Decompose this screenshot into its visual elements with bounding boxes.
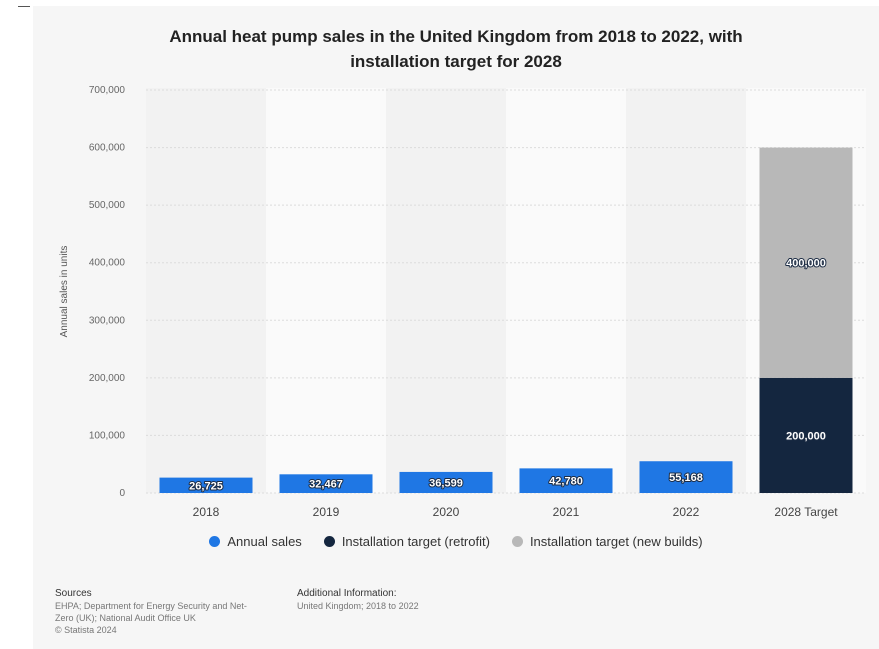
y-axis-label: Annual sales in units [59, 246, 70, 338]
data-label: 42,780 [549, 476, 583, 488]
column-band [506, 88, 626, 493]
bar-sales [399, 471, 493, 493]
legend-item[interactable]: Installation target (new builds) [511, 534, 703, 549]
sources-line1: EHPA; Department for Energy Security and… [55, 601, 247, 611]
legend: Annual sales Installation target (retrofi… [33, 534, 879, 549]
legend-dot-icon [511, 536, 523, 547]
x-tick-label: 2019 [313, 505, 340, 519]
sources-heading: Sources [55, 588, 92, 599]
data-label: 26,725 [189, 480, 223, 492]
additional-info-block: Additional Information: United Kingdom; … [297, 588, 517, 612]
y-tick-label: 700,000 [89, 85, 126, 96]
column-band [386, 88, 506, 493]
data-label: 400,000 [786, 258, 826, 270]
sources-line2: Zero (UK); National Audit Office UK [55, 613, 196, 623]
bar-sales [159, 477, 253, 493]
additional-info-text: United Kingdom; 2018 to 2022 [297, 601, 419, 611]
bar-sales [519, 468, 613, 493]
column-band [626, 88, 746, 493]
bar-chart: 0 100,000 200,000 300,000 400,000 500,000 600,… [59, 85, 866, 519]
column-band [266, 88, 386, 493]
data-label: 32,467 [309, 479, 343, 491]
x-tick-label: 2018 [193, 505, 220, 519]
additional-info-heading: Additional Information: [297, 588, 397, 599]
chart-card: Annual heat pump sales in the United Kin… [33, 6, 879, 649]
data-label: 200,000 [786, 430, 826, 442]
legend-label: Installation target (retrofit) [341, 534, 490, 549]
legend-label: Annual sales [227, 534, 302, 549]
x-tick-label: 2028 Target [774, 505, 838, 519]
legend-item[interactable]: Installation target (retrofit) [323, 534, 490, 549]
x-tick-label: 2021 [553, 505, 580, 519]
y-tick-label: 600,000 [89, 143, 126, 154]
bar-sales [639, 461, 733, 493]
data-label: 55,168 [669, 472, 703, 484]
chart-title-line2: installation target for 2028 [350, 52, 562, 71]
column-band [146, 88, 266, 493]
legend-label: Installation target (new builds) [529, 534, 703, 549]
x-tick-label: 2022 [673, 505, 700, 519]
y-tick-label: 500,000 [89, 200, 126, 211]
y-tick-label: 300,000 [89, 315, 126, 326]
bar-new-builds [759, 147, 853, 378]
chart-title: Annual heat pump sales in the United Kin… [33, 24, 879, 74]
top-rule [18, 6, 30, 7]
bar-retrofit [759, 377, 853, 493]
copyright: © Statista 2024 [55, 625, 117, 635]
x-tick-label: 2020 [433, 505, 460, 519]
y-tick-label: 0 [119, 488, 125, 499]
y-tick-label: 200,000 [89, 373, 126, 384]
chart-title-line1: Annual heat pump sales in the United Kin… [169, 27, 743, 46]
legend-item[interactable]: Annual sales [209, 534, 302, 549]
sources-block: Sources EHPA; Department for Energy Secu… [55, 588, 295, 636]
y-tick-label: 400,000 [89, 258, 126, 269]
legend-dot-icon [209, 536, 221, 547]
legend-dot-icon [323, 536, 335, 547]
y-tick-label: 100,000 [89, 430, 126, 441]
data-label: 36,599 [429, 477, 463, 489]
bar-sales [279, 474, 373, 493]
